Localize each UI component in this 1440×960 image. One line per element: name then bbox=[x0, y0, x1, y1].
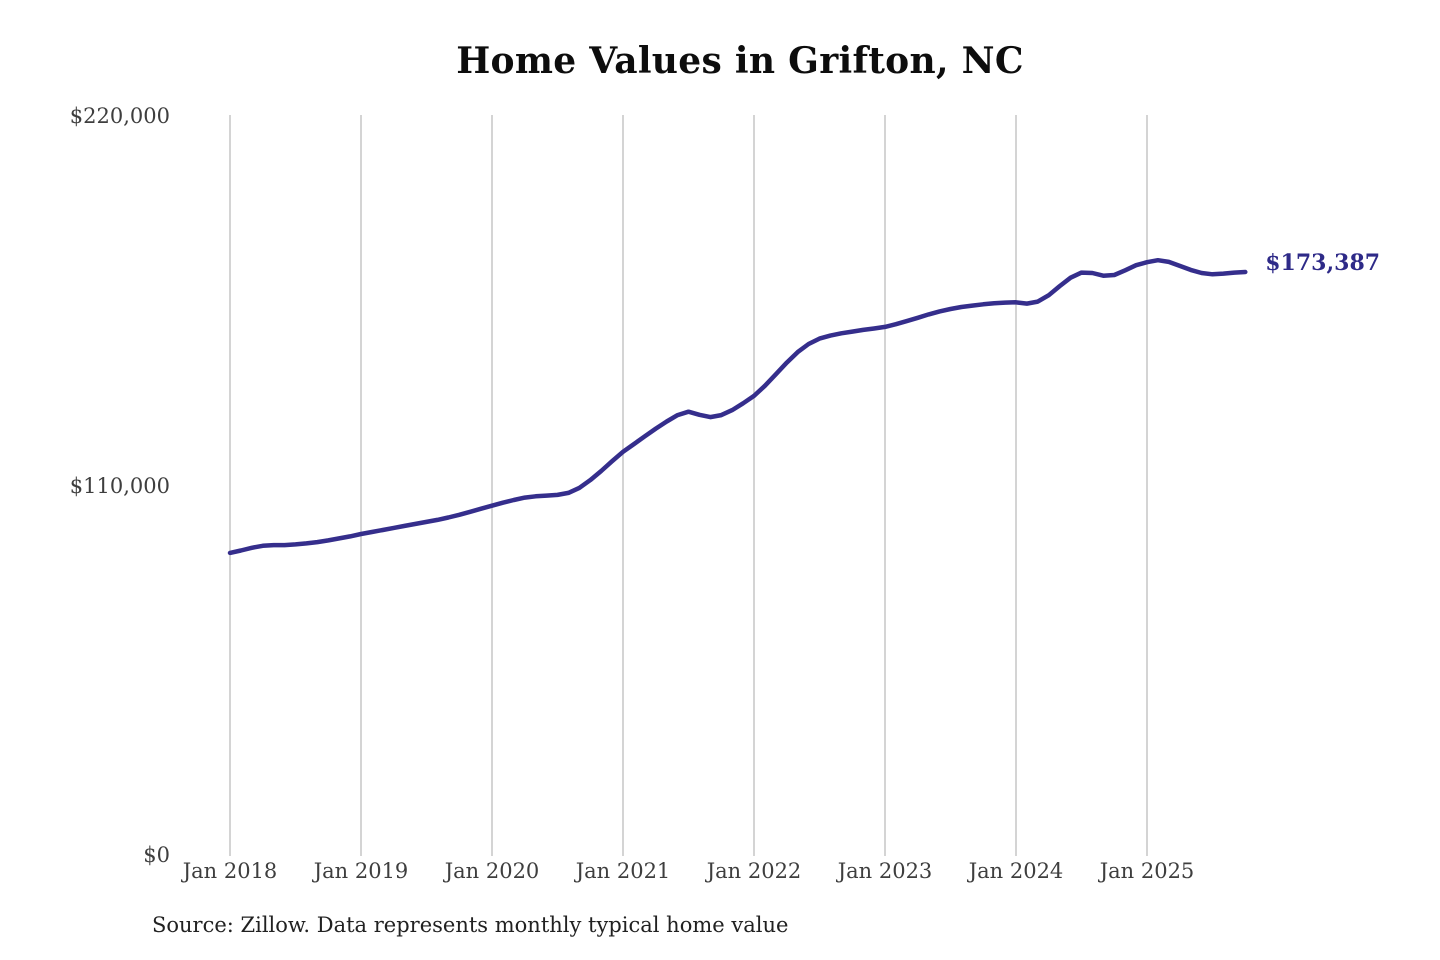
x-axis-label-jan-2020: Jan 2020 bbox=[444, 859, 540, 883]
y-axis-label-0: $0 bbox=[143, 843, 170, 867]
chart-title: Home Values in Grifton, NC bbox=[456, 40, 1024, 82]
x-axis-label-jan-2022: Jan 2022 bbox=[706, 859, 802, 883]
x-axis-label-jan-2024: Jan 2024 bbox=[968, 859, 1064, 883]
x-axis-label-jan-2019: Jan 2019 bbox=[313, 859, 409, 883]
x-axis-label-jan-2021: Jan 2021 bbox=[575, 859, 671, 883]
x-axis-label-jan-2025: Jan 2025 bbox=[1099, 859, 1195, 883]
x-axis-label-jan-2018: Jan 2018 bbox=[182, 859, 278, 883]
home-value-line bbox=[227, 257, 1248, 556]
latest-value-label: $173,387 bbox=[1265, 250, 1381, 276]
y-axis-label-220000: $220,000 bbox=[69, 104, 170, 128]
y-axis-label-110000: $110,000 bbox=[69, 474, 170, 498]
x-axis-label-jan-2023: Jan 2023 bbox=[837, 859, 933, 883]
source-note: Source: Zillow. Data represents monthly … bbox=[152, 913, 789, 937]
